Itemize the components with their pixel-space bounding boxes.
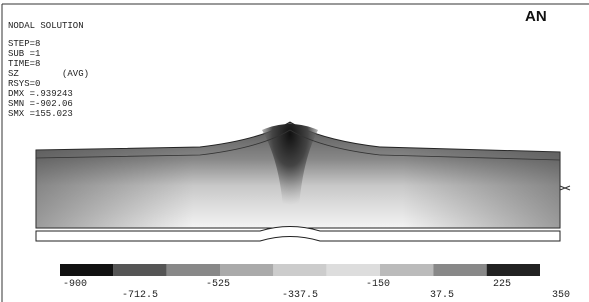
header-line: SZ (AVG) [8, 69, 89, 79]
axis-marker [560, 186, 570, 190]
header-title: NODAL SOLUTION [8, 21, 84, 31]
header-line: STEP=8 [8, 39, 40, 49]
header-line: SMX =155.023 [8, 109, 73, 119]
header-line: SUB =1 [8, 49, 40, 59]
legend-label: -712.5 [122, 290, 158, 301]
legend-label: 350 [552, 290, 570, 301]
legend-bar [60, 264, 540, 276]
model [36, 122, 570, 241]
logo: AN [525, 8, 547, 25]
legend-label: 225 [493, 279, 511, 290]
header-line: RSYS=0 [8, 79, 40, 89]
legend-swatch [327, 264, 380, 276]
legend-swatch [113, 264, 166, 276]
legend-label: -150 [366, 279, 390, 290]
legend-swatch [60, 264, 113, 276]
legend-swatch [487, 264, 540, 276]
screen: AN NODAL SOLUTION STEP=8SUB =1TIME=8SZ (… [0, 0, 589, 302]
legend-label: -900 [63, 279, 87, 290]
base-strip [36, 227, 560, 242]
legend-label: -525 [206, 279, 230, 290]
header-line: TIME=8 [8, 59, 40, 69]
legend-swatch [220, 264, 273, 276]
legend-label: -337.5 [282, 290, 318, 301]
legend-swatch [380, 264, 433, 276]
legend-swatch [273, 264, 326, 276]
header-line: DMX =.939243 [8, 89, 73, 99]
header-line: SMN =-902.06 [8, 99, 73, 109]
legend-label: 37.5 [430, 290, 454, 301]
legend-swatch [167, 264, 220, 276]
legend-swatch [433, 264, 486, 276]
